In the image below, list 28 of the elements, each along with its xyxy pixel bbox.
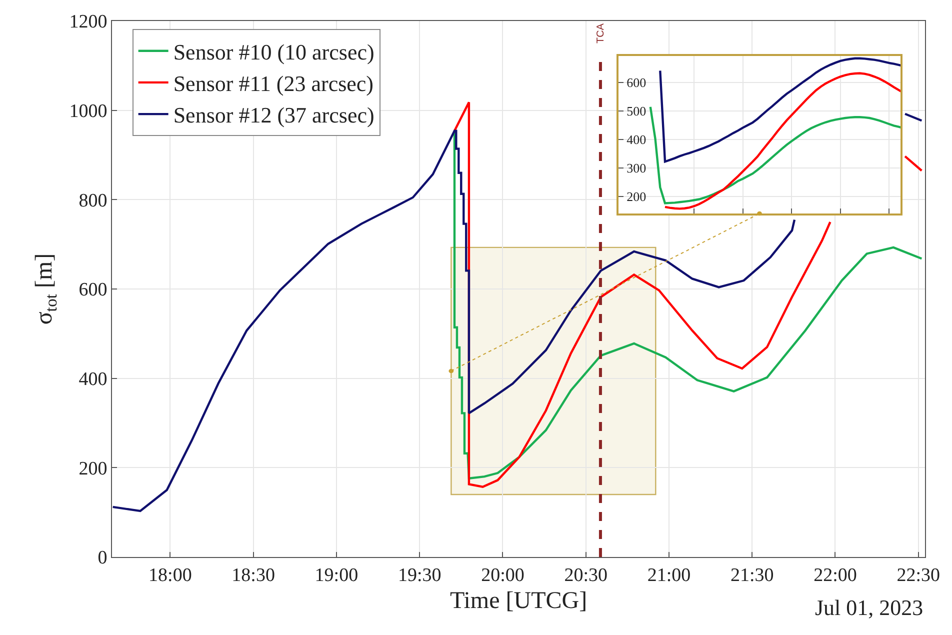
y-tick-label: 300 bbox=[626, 160, 646, 176]
x-tick-label: 20:30 bbox=[564, 564, 608, 586]
x-tick-label: 22:30 bbox=[896, 564, 940, 586]
legend-label: Sensor #11 (23 arcsec) bbox=[173, 71, 374, 96]
x-tick-label: 21:30 bbox=[730, 564, 774, 586]
y-tick-label: 400 bbox=[78, 368, 108, 390]
y-tick-label: 600 bbox=[626, 74, 646, 90]
y-tick-label: 0 bbox=[98, 548, 108, 569]
x-tick-label: 18:00 bbox=[148, 564, 192, 586]
y-tick-label: 1200 bbox=[69, 12, 108, 33]
x-tick-label: 18:30 bbox=[232, 564, 275, 586]
y-tick-label: 200 bbox=[626, 188, 646, 204]
y-tick-label: 200 bbox=[78, 458, 108, 480]
y-tick-label: 500 bbox=[626, 103, 646, 118]
x-tick-label: 19:00 bbox=[314, 564, 358, 586]
x-tick-label: 19:30 bbox=[398, 564, 442, 586]
legend-label: Sensor #12 (37 arcsec) bbox=[173, 102, 374, 128]
y-tick-label: 400 bbox=[626, 132, 646, 147]
y-tick-label: 1000 bbox=[69, 100, 108, 122]
y-tick-label: 600 bbox=[78, 280, 108, 301]
x-axis-title: Time [UTCG] bbox=[450, 588, 588, 614]
x-tick-label: 22:00 bbox=[814, 564, 857, 586]
legend-label: Sensor #10 (10 arcsec) bbox=[173, 39, 374, 64]
x-tick-label: 21:00 bbox=[647, 564, 691, 586]
text: Jul 01, 2023 bbox=[815, 595, 924, 620]
x-tick-label: 20:00 bbox=[481, 564, 524, 586]
y-tick-label: 800 bbox=[78, 190, 108, 212]
ref-line-label: TCA bbox=[595, 23, 606, 44]
